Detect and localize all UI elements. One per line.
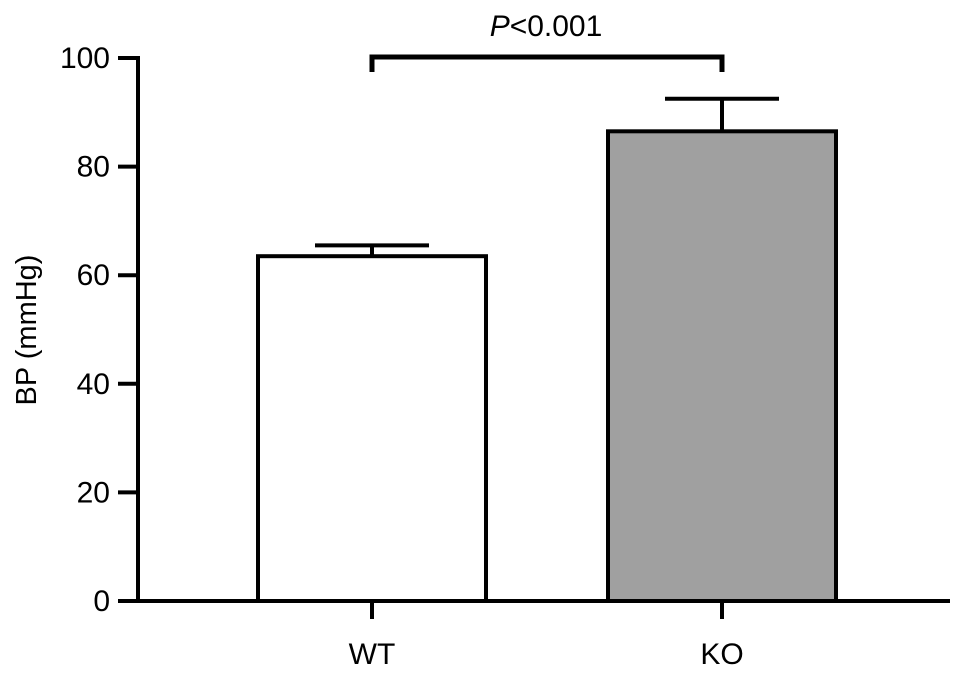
bar-ko xyxy=(606,129,838,603)
significance-label: P<0.001 xyxy=(490,10,603,43)
y-tick-label-80: 80 xyxy=(77,151,110,184)
plot-area: WT KO 0 20 40 60 80 100 xyxy=(60,42,950,671)
bar-wt xyxy=(256,254,488,603)
y-tick-label-20: 20 xyxy=(77,476,110,509)
x-tick-label-wt: WT xyxy=(349,638,396,671)
significance-p: P xyxy=(490,10,510,43)
y-tick-label-100: 100 xyxy=(60,42,110,75)
y-tick-label-40: 40 xyxy=(77,368,110,401)
significance-bracket xyxy=(369,54,725,72)
y-axis-title: BP (mmHg) xyxy=(11,255,43,406)
x-tick-label-ko: KO xyxy=(700,638,743,671)
y-tick-label-0: 0 xyxy=(93,585,110,618)
y-tick-label-60: 60 xyxy=(77,259,110,292)
significance-value: <0.001 xyxy=(510,10,603,43)
